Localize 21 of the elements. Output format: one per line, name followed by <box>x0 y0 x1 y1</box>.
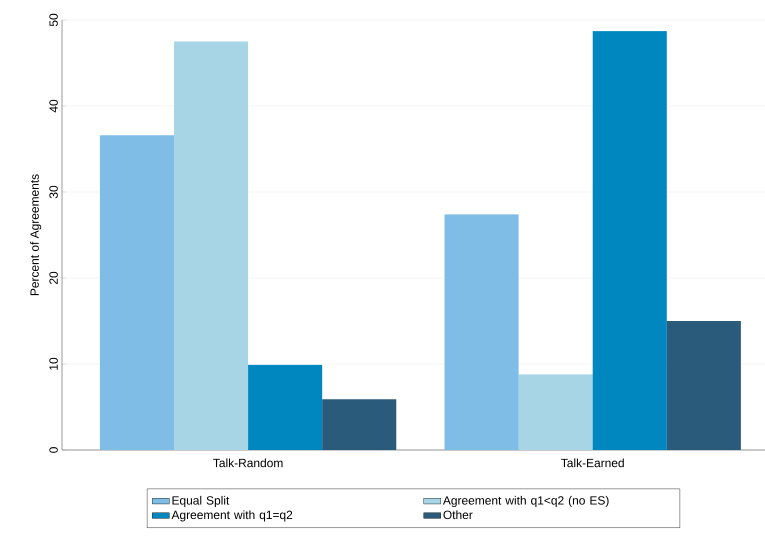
bar <box>248 364 322 450</box>
bar <box>666 321 741 450</box>
y-tick-label: 10 <box>49 358 58 370</box>
y-axis-title: Percent of Agreements <box>30 174 42 296</box>
y-tick-label: 50 <box>49 14 58 26</box>
bar <box>322 399 396 450</box>
y-tick-label: 30 <box>49 186 58 198</box>
legend-label: Agreement with q1=q2 <box>172 510 292 522</box>
y-tick-label: 20 <box>49 272 58 284</box>
bar <box>592 31 667 450</box>
legend-label: Agreement with q1<q2 (no ES) <box>442 496 609 508</box>
bar <box>518 374 593 450</box>
bar <box>100 135 174 450</box>
bar <box>174 41 248 450</box>
legend-label: Equal Split <box>172 496 230 508</box>
bar <box>444 214 519 450</box>
y-tick-label: 40 <box>49 100 58 112</box>
x-tick-label: Talk-Earned <box>561 458 624 468</box>
legend-label: Other <box>443 510 473 520</box>
y-tick-label: 0 <box>49 447 58 453</box>
x-tick-label: Talk-Random <box>213 458 283 468</box>
